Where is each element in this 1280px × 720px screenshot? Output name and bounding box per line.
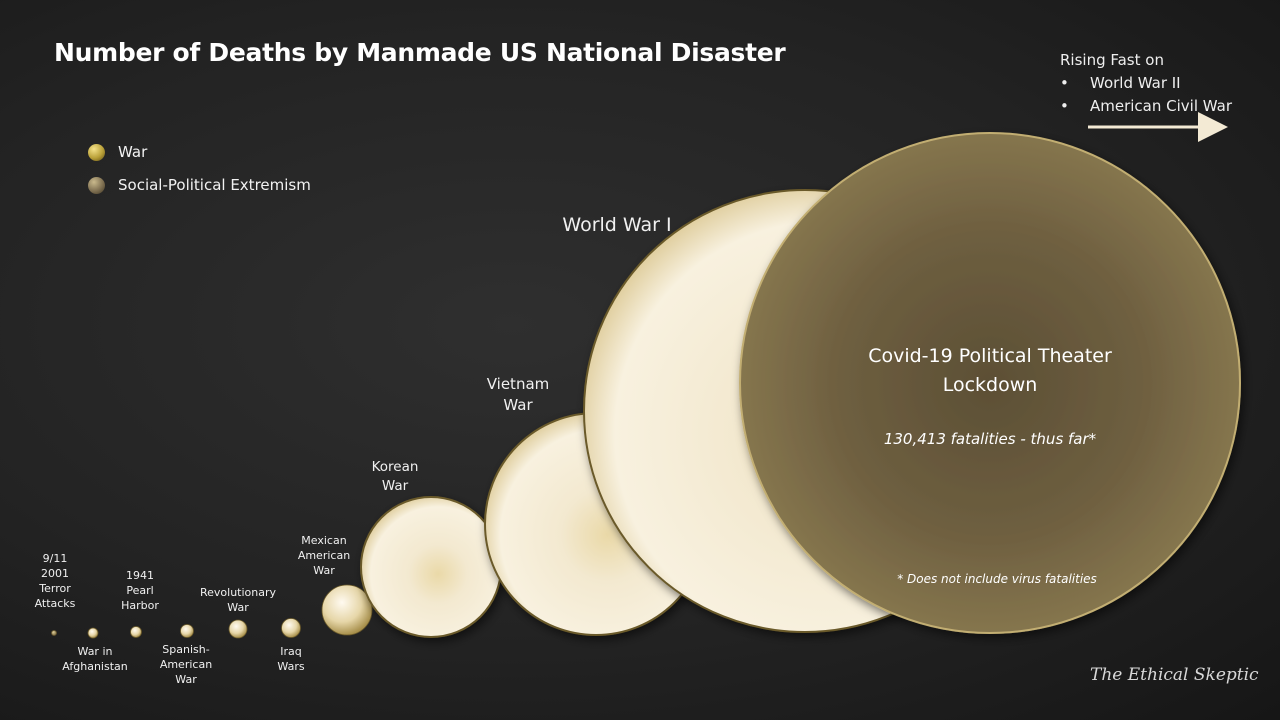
bubble-label: Pearl — [126, 584, 153, 597]
bubble-mark — [281, 618, 301, 638]
bubble-footnote: * Does not include virus fatalities — [897, 572, 1097, 586]
bubble-label: Terror — [38, 582, 71, 595]
bubble-mark — [739, 132, 1241, 634]
bubble-mark — [228, 619, 248, 639]
bubble-label: War — [175, 673, 197, 686]
bubble-label: 9/11 — [43, 552, 68, 565]
legend-swatch-war — [88, 143, 105, 161]
legend-swatch-extremism — [88, 176, 105, 194]
rising-fast-note: Rising Fast on • World War II • American C… — [1060, 50, 1275, 118]
legend-item-war: War — [88, 140, 311, 164]
bubbles-layer — [51, 132, 1241, 639]
legend: War Social-Political Extremism — [88, 140, 311, 206]
bubble-value-label: 130,413 fatalities - thus far* — [884, 430, 1097, 448]
bullet-icon: • — [1060, 74, 1069, 92]
labels-layer: 9/11 2001 Terror Attacks War in Afghanistan 19… — [35, 214, 1112, 686]
bubble-mark — [51, 630, 57, 636]
rising-fast-list: • World War II • American Civil War — [1060, 72, 1275, 118]
bubble-label: Afghanistan — [62, 660, 128, 673]
rising-fast-title: Rising Fast on — [1060, 51, 1164, 69]
bubble-label: Spanish- — [162, 643, 209, 656]
bubble-label: Korean — [372, 459, 419, 475]
bubble-label: War in — [78, 645, 113, 658]
bubble-label: Wars — [277, 660, 304, 673]
bubble-mark — [360, 496, 502, 638]
rising-fast-item: • American Civil War — [1060, 95, 1275, 118]
bubble-label: Mexican — [301, 534, 346, 547]
bubble-label: Lockdown — [943, 374, 1038, 396]
bubble-label: Harbor — [121, 599, 159, 612]
bubble-label: 2001 — [41, 567, 69, 580]
bubble-label: War — [382, 478, 409, 494]
bubble-label: War — [313, 564, 335, 577]
bubble-mark — [130, 626, 142, 638]
bubble-mark — [321, 584, 373, 636]
bubble-label: American — [298, 549, 350, 562]
bubble-label: War — [503, 396, 533, 414]
bubble-label: Attacks — [35, 597, 76, 610]
bubble-label: Vietnam — [487, 375, 550, 393]
rising-fast-item: • World War II — [1060, 72, 1275, 95]
bubble-mark — [180, 624, 194, 638]
bubble-label: War — [227, 601, 249, 614]
bubble-label: 1941 — [126, 569, 154, 582]
legend-label-extremism: Social-Political Extremism — [118, 176, 311, 194]
credit-signature: The Ethical Skeptic — [1090, 665, 1259, 685]
chart-title: Number of Deaths by Manmade US National … — [54, 38, 786, 67]
legend-item-extremism: Social-Political Extremism — [88, 173, 311, 197]
bubble-label: Iraq — [280, 645, 302, 658]
bubble-label: Revolutionary — [200, 586, 277, 599]
legend-label-war: War — [118, 143, 148, 161]
rising-fast-item-label: World War II — [1090, 74, 1181, 92]
rising-fast-item-label: American Civil War — [1090, 97, 1233, 115]
bubble-label: Covid-19 Political Theater — [868, 345, 1112, 367]
bubble-label: World War I — [562, 214, 671, 236]
bubble-mark — [87, 627, 99, 639]
bubble-label: American — [160, 658, 212, 671]
bullet-icon: • — [1060, 97, 1069, 115]
